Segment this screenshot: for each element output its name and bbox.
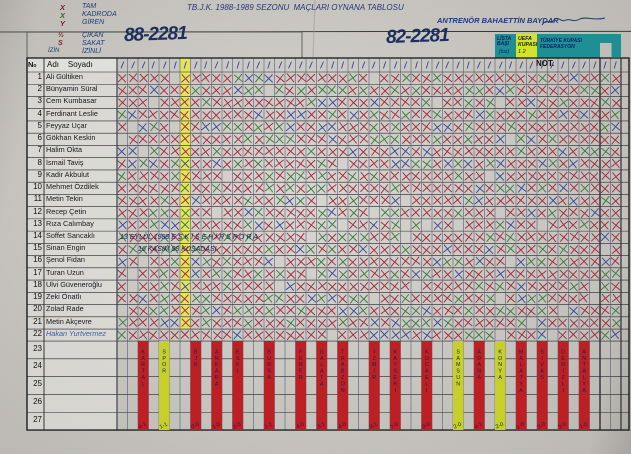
svg-text:13 EYLÜL 1988 E Ş K İ Ş E H: 13 EYLÜL 1988 E Ş K İ Ş E H İ R S P O R … xyxy=(120,233,258,241)
svg-text:16 KASIM 88 KUŞADASI: 16 KASIM 88 KUŞADASI xyxy=(138,246,217,253)
